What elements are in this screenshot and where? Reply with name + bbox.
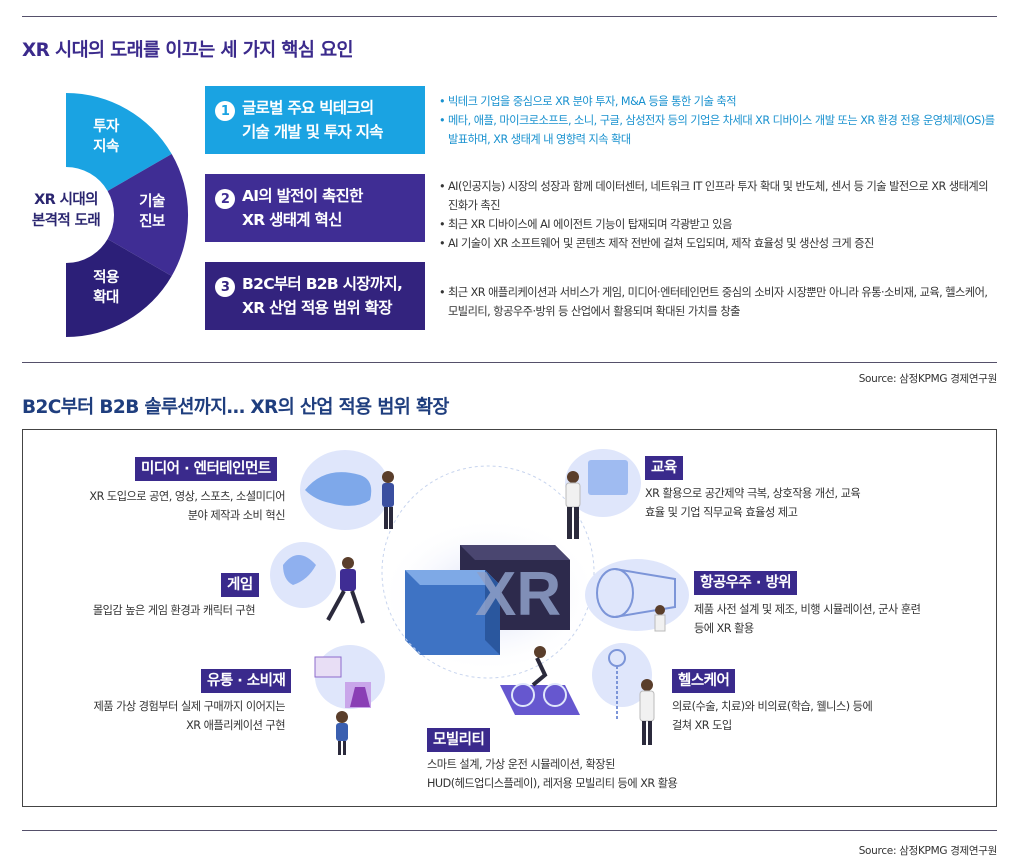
bullet-item: 빅테크 기업을 중심으로 XR 분야 투자, M&A 등을 통한 기술 축적 xyxy=(439,92,999,111)
tag-education: 교육 xyxy=(645,456,683,480)
desc-retail: 제품 가상 경험부터 실제 구매까지 이어지는 XR 애플리케이션 구현 xyxy=(93,700,285,732)
segment-label-investment: 투자 지속 xyxy=(93,119,119,155)
bottom-rule xyxy=(22,830,997,831)
tag-mobility: 모빌리티 xyxy=(427,728,491,752)
factor-number: 2 xyxy=(215,189,235,209)
xr-central-illustration: XR xyxy=(380,517,595,673)
tag-aerospace-defense: 항공우주 · 방위 xyxy=(694,571,798,595)
game-player-illustration xyxy=(270,542,365,624)
section2-source: Source: 삼정KPMG 경제연구원 xyxy=(858,845,998,857)
factor-1-bullets: 빅테크 기업을 중심으로 XR 분야 투자, M&A 등을 통한 기술 축적 메… xyxy=(439,92,999,149)
bullet-item: 최근 XR 디바이스에 AI 에이전트 기능이 탑재되며 각광받고 있음 xyxy=(439,215,999,234)
cyclist-vr-illustration xyxy=(500,646,580,715)
segment-investment xyxy=(66,92,172,191)
desc-healthcare: 의료(수술, 치료)와 비의료(학습, 웰니스) 등에 걸쳐 XR 도입 xyxy=(672,700,873,732)
factor-3-bullets: 최근 XR 애플리케이션과 서비스가 게임, 미디어·엔터테인먼트 중심의 소비… xyxy=(439,283,999,321)
bullet-item: 최근 XR 애플리케이션과 서비스가 게임, 미디어·엔터테인먼트 중심의 소비… xyxy=(439,283,999,321)
factor-number: 3 xyxy=(215,277,235,297)
desc-aerospace-defense: 제품 사전 설계 및 제조, 비행 시뮬레이션, 군사 훈련 등에 XR 활용 xyxy=(694,603,921,635)
retail-shopping-illustration xyxy=(314,645,385,755)
segment-technology xyxy=(107,154,189,276)
factor-number: 1 xyxy=(215,101,235,121)
tag-healthcare: 헬스케어 xyxy=(672,669,736,693)
education-hologram-illustration xyxy=(565,449,641,539)
bullet-item: AI(인공지능) 시장의 성장과 함께 데이터센터, 네트워크 IT 인프라 투… xyxy=(439,177,999,215)
desc-game: 몰입감 높은 게임 환경과 캐릭터 구현 xyxy=(92,604,256,617)
factor-box-2: 2 AI의 발전이 촉진한 XR 생태계 혁신 xyxy=(205,174,425,242)
factor-2-bullets: AI(인공지능) 시장의 성장과 함께 데이터센터, 네트워크 IT 인프라 투… xyxy=(439,177,999,253)
segment-label-technology: 기술 진보 xyxy=(139,194,165,230)
section1-source: Source: 삼정KPMG 경제연구원 xyxy=(858,373,998,385)
desc-education: XR 활용으로 공간제약 극복, 상호작용 개선, 교육 효율 및 기업 직무교육… xyxy=(645,487,861,519)
tag-game: 게임 xyxy=(221,573,259,597)
industry-panel xyxy=(22,429,997,807)
bullet-item: AI 기술이 XR 소프트웨어 및 콘텐츠 제작 전반에 걸쳐 도입되며, 제작… xyxy=(439,234,999,253)
desc-mobility: 스마트 설계, 가상 운전 시뮬레이션, 확장된 HUD(헤드업디스플레이), 레… xyxy=(427,758,678,790)
tag-retail: 유통 · 소비재 xyxy=(201,669,292,693)
factor-semicircle-diagram xyxy=(66,92,189,337)
section1-bottom-rule xyxy=(22,362,997,363)
skeleton-hologram-illustration xyxy=(592,643,655,745)
segment-label-application: 적용 확대 xyxy=(93,270,119,306)
desc-media-entertainment: XR 도입으로 공연, 영상, 스포츠, 소셜미디어 분야 제작과 소비 혁신 xyxy=(89,490,285,522)
factor-box-1: 1 글로벌 주요 빅테크의 기술 개발 및 투자 지속 xyxy=(205,86,425,154)
segment-application xyxy=(66,239,172,337)
connector-ring xyxy=(381,465,595,679)
xr-letters: XR xyxy=(475,560,561,629)
tag-media-entertainment: 미디어 · 엔터테인먼트 xyxy=(135,457,277,481)
center-label: XR 시대의 본격적 도래 xyxy=(31,192,101,229)
bullet-item: 메타, 애플, 마이크로소프트, 소니, 구글, 삼성전자 등의 기업은 차세대… xyxy=(439,111,999,149)
section1-title: XR 시대의 도래를 이끄는 세 가지 핵심 요인 xyxy=(22,40,354,61)
engine-hologram-illustration xyxy=(585,559,689,632)
factor-box-3: 3 B2C부터 B2B 시장까지, XR 산업 적용 범위 확장 xyxy=(205,262,425,330)
whale-vr-illustration xyxy=(300,450,394,530)
section2-title: B2C부터 B2B 솔루션까지… XR의 산업 적용 범위 확장 xyxy=(22,397,449,418)
top-rule xyxy=(22,16,997,17)
